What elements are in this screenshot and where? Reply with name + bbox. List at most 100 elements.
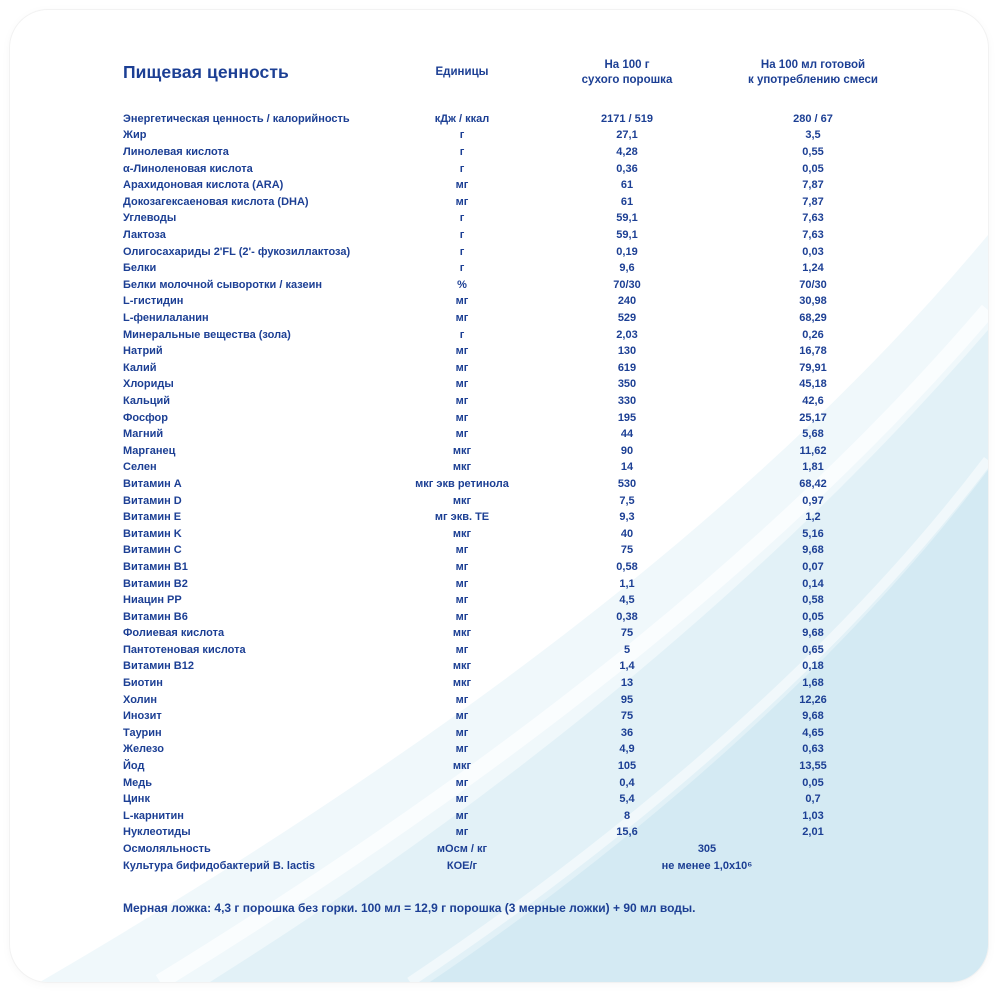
value-per-100ml: 1,24	[802, 262, 824, 275]
nutrient-unit: мг	[455, 826, 469, 839]
value-per-100g: 61	[620, 179, 634, 192]
value-per-100g: 529	[617, 312, 637, 324]
value-per-100g: 0,4	[619, 776, 635, 789]
value-per-100ml: 42,6	[802, 394, 824, 407]
table-row: Витамин K мкг 40 5,16	[123, 526, 988, 543]
value-per-100ml: 5,68	[802, 428, 824, 441]
value-per-100ml: 0,05	[802, 776, 824, 789]
nutrient-unit: мкг	[452, 527, 472, 540]
nutrient-name: Углеводы	[123, 212, 177, 225]
value-per-100ml: 0,55	[802, 146, 824, 159]
value-per-100g: 14	[620, 461, 634, 474]
nutrient-unit: мкг экв ретинола	[415, 477, 509, 490]
nutrient-name: Арахидоновая кислота (ARA)	[123, 179, 284, 192]
value-per-100g: 195	[617, 411, 637, 424]
value-per-100ml: 45,18	[799, 378, 827, 391]
table-row: Марганец мкг 90 11,62	[123, 443, 988, 460]
nutrient-name: Жир	[123, 129, 147, 142]
column-header-per-100g: На 100 г сухого порошка	[581, 59, 673, 86]
nutrient-name: Калий	[123, 361, 157, 374]
nutrient-name: Витамин B12	[123, 660, 194, 673]
value-per-100g: 40	[620, 527, 634, 540]
nutrient-unit: мг	[455, 195, 469, 208]
nutrient-name: Магний	[123, 428, 164, 441]
value-per-100ml: 0,05	[802, 610, 824, 623]
nutrient-unit: г	[459, 162, 465, 175]
value-per-100g: 330	[617, 394, 637, 407]
value-per-100ml: 11,62	[799, 444, 827, 457]
nutrient-name: Йод	[123, 760, 145, 773]
nutrient-name: Кальций	[123, 394, 171, 407]
nutrient-unit: мкг	[452, 627, 472, 640]
table-row: Фосфор мг 195 25,17	[123, 410, 988, 427]
value-per-100g: 0,36	[616, 162, 638, 175]
nutrient-unit: мг	[455, 726, 469, 739]
nutrient-name: Инозит	[123, 710, 162, 723]
table-row: Магний мг 44 5,68	[123, 426, 988, 443]
nutrient-unit: г	[459, 328, 465, 341]
table-row: Витамин B12 мкг 1,4 0,18	[123, 658, 988, 675]
nutrient-name: Витамин C	[123, 544, 182, 557]
nutrient-unit: мкг	[452, 660, 472, 673]
nutrient-unit: мг	[455, 743, 469, 756]
nutrient-unit: мг	[455, 378, 469, 391]
value-per-100ml: 7,87	[802, 195, 824, 208]
nutrient-name: Белки молочной сыворотки / казеин	[123, 278, 323, 291]
nutrient-unit: г	[459, 229, 465, 242]
nutrient-name: Нуклеотиды	[123, 826, 191, 839]
table-row: Йод мкг 105 13,55	[123, 758, 988, 775]
value-per-100g: 8	[623, 809, 631, 822]
value-per-100g: 2171 / 519	[601, 112, 653, 125]
nutrient-unit: мг экв. ТЕ	[434, 511, 490, 524]
nutrient-unit: мг	[455, 179, 469, 192]
nutrient-unit: мг	[455, 710, 469, 723]
value-per-100g: 240	[617, 295, 637, 308]
nutrient-unit: мг	[455, 544, 469, 557]
value-per-100ml: 1,68	[802, 677, 824, 690]
nutrient-unit: мг	[455, 809, 469, 822]
value-per-100g: 90	[620, 444, 634, 457]
table-row: Инозит мг 75 9,68	[123, 708, 988, 725]
nutrient-name: Цинк	[123, 793, 150, 806]
value-per-100g: 4,5	[619, 594, 635, 607]
nutrient-name: Минеральные вещества (зола)	[123, 328, 291, 341]
value-per-100ml: 4,65	[802, 726, 824, 739]
value-per-100g: 130	[617, 345, 637, 358]
table-row: Олигосахариды 2'FL (2'- фукозиллактоза) г…	[123, 244, 988, 261]
value-per-100g: 13	[620, 677, 634, 690]
value-per-100g: 61	[620, 195, 634, 208]
table-row: Линолевая кислота г 4,28 0,55	[123, 144, 988, 161]
value-per-100ml: 0,05	[802, 162, 824, 175]
value-per-100ml: 16,78	[799, 345, 827, 358]
table-row: L-гистидин мг 240 30,98	[123, 293, 988, 310]
value-per-100ml: 25,17	[799, 411, 827, 424]
table-row: L-карнитин мг 8 1,03	[123, 808, 988, 825]
nutrient-unit: мкг	[452, 444, 472, 457]
value-per-100ml: 0,65	[802, 643, 824, 656]
table-row: Витамин E мг экв. ТЕ 9,3 1,2	[123, 509, 988, 526]
table-row: Холин мг 95 12,26	[123, 692, 988, 709]
value-per-100ml: 2,01	[802, 826, 824, 839]
value-per-100g: 59,1	[616, 212, 638, 225]
value-per-100g: 4,9	[619, 743, 635, 756]
footnote: Мерная ложка: 4,3 г порошка без горки. 1…	[123, 901, 696, 916]
nutrient-unit: мг	[455, 776, 469, 789]
value-per-100g: 105	[617, 760, 637, 773]
value-per-100ml: 1,2	[805, 511, 821, 524]
table-row: Селен мкг 14 1,81	[123, 459, 988, 476]
value-per-100ml: 79,91	[799, 361, 827, 374]
value-per-100g: 1,4	[619, 660, 635, 673]
nutrient-name: Витамин A	[123, 477, 182, 490]
nutrient-name: Селен	[123, 461, 157, 474]
table-row: Углеводы г 59,1 7,63	[123, 210, 988, 227]
value-per-100ml: 0,58	[802, 594, 824, 607]
table-row: Биотин мкг 13 1,68	[123, 675, 988, 692]
value-per-100g: 70/30	[613, 278, 641, 291]
value-per-100g: 4,28	[616, 146, 638, 159]
table-row: Витамин B2 мг 1,1 0,14	[123, 576, 988, 593]
nutrition-table-body: Энергетическая ценность / калорийность кД…	[10, 111, 988, 874]
value-per-100g: 0,58	[616, 560, 638, 573]
value-per-100ml: 68,42	[799, 477, 827, 490]
nutrient-name: Ниацин PP	[123, 594, 182, 607]
nutrient-name: Витамин K	[123, 527, 182, 540]
